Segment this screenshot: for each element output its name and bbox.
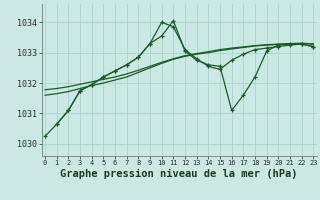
X-axis label: Graphe pression niveau de la mer (hPa): Graphe pression niveau de la mer (hPa): [60, 169, 298, 179]
